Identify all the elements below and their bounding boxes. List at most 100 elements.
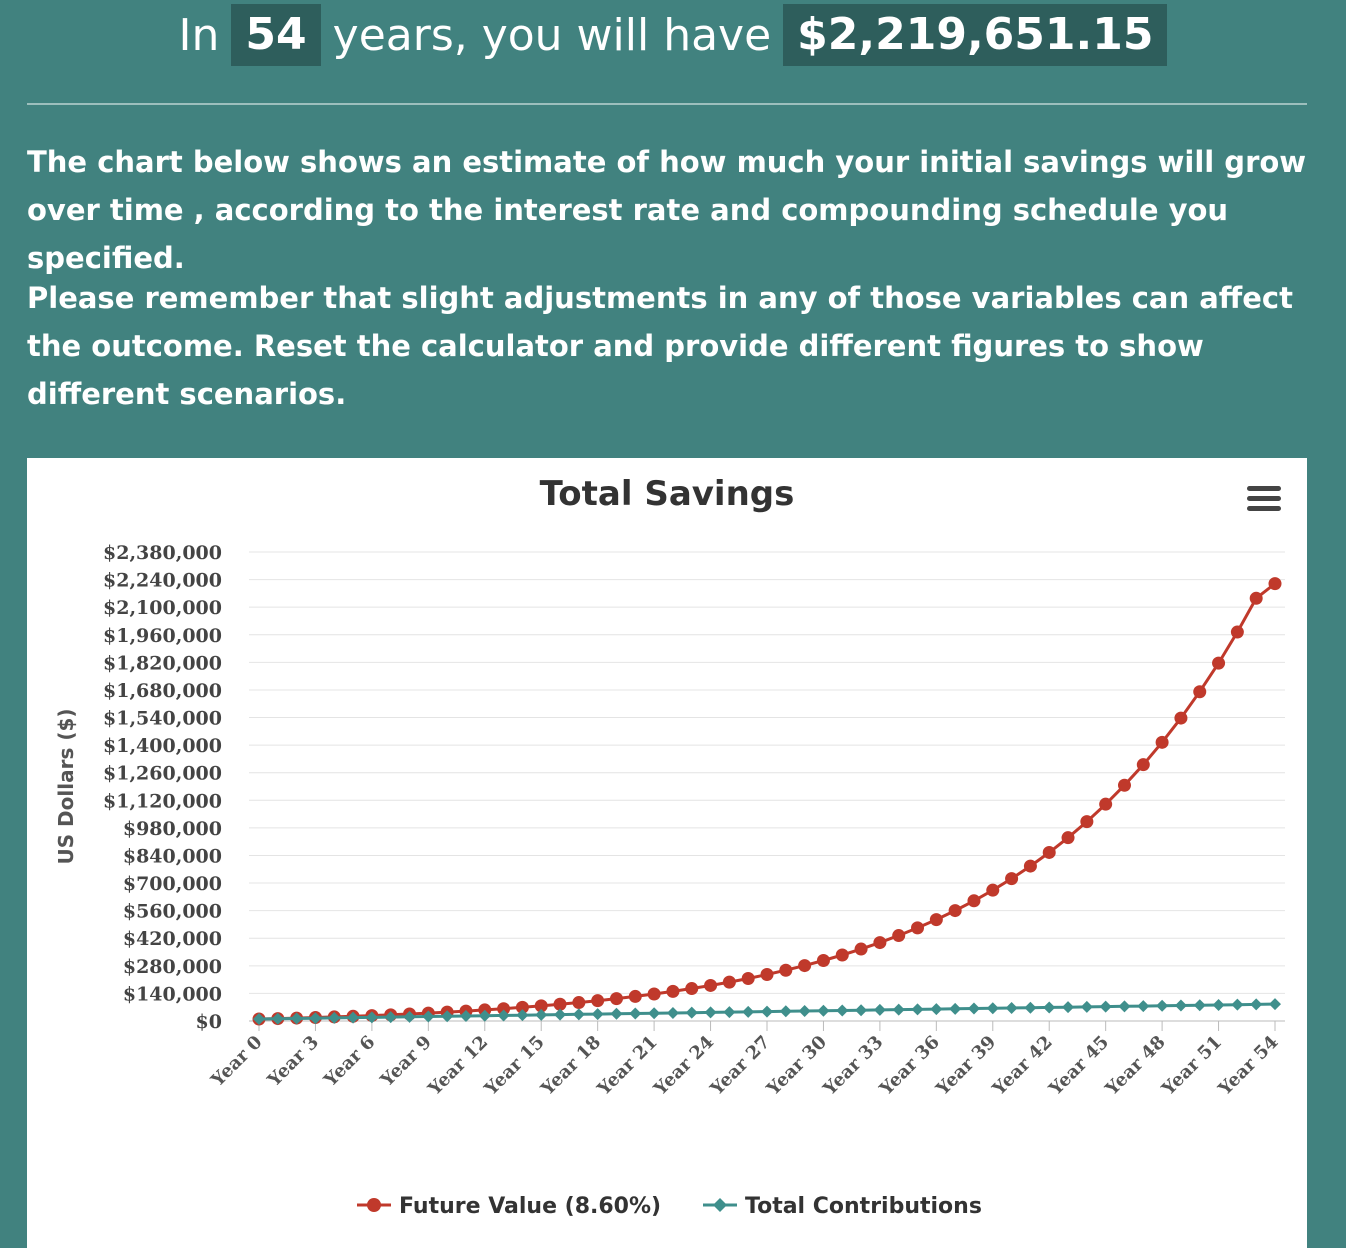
data-point xyxy=(253,1013,265,1026)
data-point xyxy=(1005,1001,1018,1014)
data-point xyxy=(779,963,793,977)
data-point xyxy=(685,982,699,996)
data-point xyxy=(648,1007,661,1020)
y-tick-label: $280,000 xyxy=(123,956,222,978)
x-tick-label: Year 3 xyxy=(263,1032,323,1092)
data-point xyxy=(497,1002,511,1016)
data-point xyxy=(1118,1000,1131,1013)
data-point xyxy=(986,1002,999,1015)
y-tick-label: $560,000 xyxy=(123,901,222,923)
legend-item: Total Contributions xyxy=(745,1194,982,1219)
data-point xyxy=(873,936,887,950)
data-point xyxy=(553,997,567,1011)
data-point xyxy=(1080,815,1094,829)
data-point xyxy=(572,996,586,1010)
data-point xyxy=(609,992,623,1006)
data-point xyxy=(328,1011,341,1024)
data-point xyxy=(685,1006,698,1019)
data-point xyxy=(1062,1001,1075,1014)
data-point xyxy=(497,1009,510,1022)
legend-marker xyxy=(713,1198,727,1212)
data-point xyxy=(666,984,680,998)
y-tick-label: $700,000 xyxy=(123,873,222,895)
data-point xyxy=(1005,872,1019,886)
data-point xyxy=(1212,998,1225,1011)
data-point xyxy=(760,968,774,982)
y-axis-label: US Dollars ($) xyxy=(54,708,78,864)
years-value: 54 xyxy=(231,4,321,66)
data-point xyxy=(535,1008,548,1021)
x-tick-label: Year 0 xyxy=(207,1032,267,1092)
data-point xyxy=(1268,577,1282,591)
x-tick-label: Year 27 xyxy=(706,1032,775,1101)
data-point xyxy=(591,1008,604,1021)
data-point xyxy=(817,1004,830,1017)
y-tick-label: $2,240,000 xyxy=(103,570,222,592)
data-point xyxy=(1080,1000,1093,1013)
data-point xyxy=(1269,998,1281,1011)
data-point xyxy=(1249,591,1263,605)
data-point xyxy=(515,1000,529,1014)
data-point xyxy=(798,959,812,973)
data-point xyxy=(290,1012,303,1025)
x-tick-label: Year 33 xyxy=(819,1032,888,1101)
y-tick-label: $420,000 xyxy=(123,928,222,950)
headline: In 54 years, you will have $2,219,651.15 xyxy=(0,0,1346,70)
data-point xyxy=(534,999,548,1013)
data-point xyxy=(591,994,605,1008)
data-point xyxy=(1193,999,1206,1012)
data-point xyxy=(422,1010,435,1023)
data-point xyxy=(854,942,868,956)
data-point xyxy=(1156,999,1169,1012)
savings-chart: Total Savings $0 $140,000 $280,000 $420,000 $… xyxy=(54,474,1285,1219)
x-tick-label: Year 21 xyxy=(593,1032,662,1101)
y-tick-label: $2,380,000 xyxy=(103,542,222,564)
data-point xyxy=(478,1009,491,1022)
data-point xyxy=(347,1011,360,1024)
data-point xyxy=(1174,711,1188,725)
data-point xyxy=(1042,845,1056,859)
data-point xyxy=(948,904,962,918)
data-point xyxy=(441,1010,454,1023)
y-tick-label: $1,680,000 xyxy=(103,680,222,702)
x-tick-label: Year 39 xyxy=(932,1032,1001,1101)
y-tick-label: $2,100,000 xyxy=(103,597,222,619)
data-point xyxy=(271,1012,284,1025)
data-point xyxy=(1061,831,1075,845)
data-point xyxy=(1136,758,1150,772)
x-tick-label: Year 54 xyxy=(1214,1032,1283,1101)
data-point xyxy=(666,1006,679,1019)
data-point xyxy=(572,1008,585,1021)
data-point xyxy=(1099,1000,1112,1013)
data-point xyxy=(911,921,925,935)
y-tick-label: $1,540,000 xyxy=(103,708,222,730)
data-point xyxy=(628,989,642,1003)
x-tick-label: Year 51 xyxy=(1157,1032,1226,1101)
data-point xyxy=(1023,859,1037,873)
data-point xyxy=(704,1006,717,1019)
y-tick-label: $1,260,000 xyxy=(103,763,222,785)
data-point xyxy=(779,1005,792,1018)
data-point xyxy=(1137,1000,1150,1013)
y-tick-label: $840,000 xyxy=(123,845,222,867)
future-value-amount: $2,219,651.15 xyxy=(783,4,1168,66)
data-point xyxy=(836,1004,849,1017)
data-point xyxy=(610,1007,623,1020)
series-line xyxy=(258,582,1276,1021)
data-point xyxy=(516,1009,529,1022)
data-point xyxy=(1174,999,1187,1012)
x-tick-label: Year 30 xyxy=(762,1032,831,1101)
data-point xyxy=(459,1009,472,1022)
data-point xyxy=(742,1005,755,1018)
data-point xyxy=(798,1005,811,1018)
x-tick-label: Year 15 xyxy=(480,1032,549,1101)
data-point xyxy=(855,1004,868,1017)
data-point xyxy=(1099,797,1113,811)
headline-prefix: In xyxy=(178,9,220,61)
data-point xyxy=(929,913,943,927)
data-point xyxy=(1024,1001,1037,1014)
chart-menu-icon[interactable] xyxy=(1247,486,1283,516)
x-tick-label: Year 36 xyxy=(875,1032,944,1101)
y-tick-label: $980,000 xyxy=(123,818,222,840)
x-tick-label: Year 6 xyxy=(320,1032,380,1092)
